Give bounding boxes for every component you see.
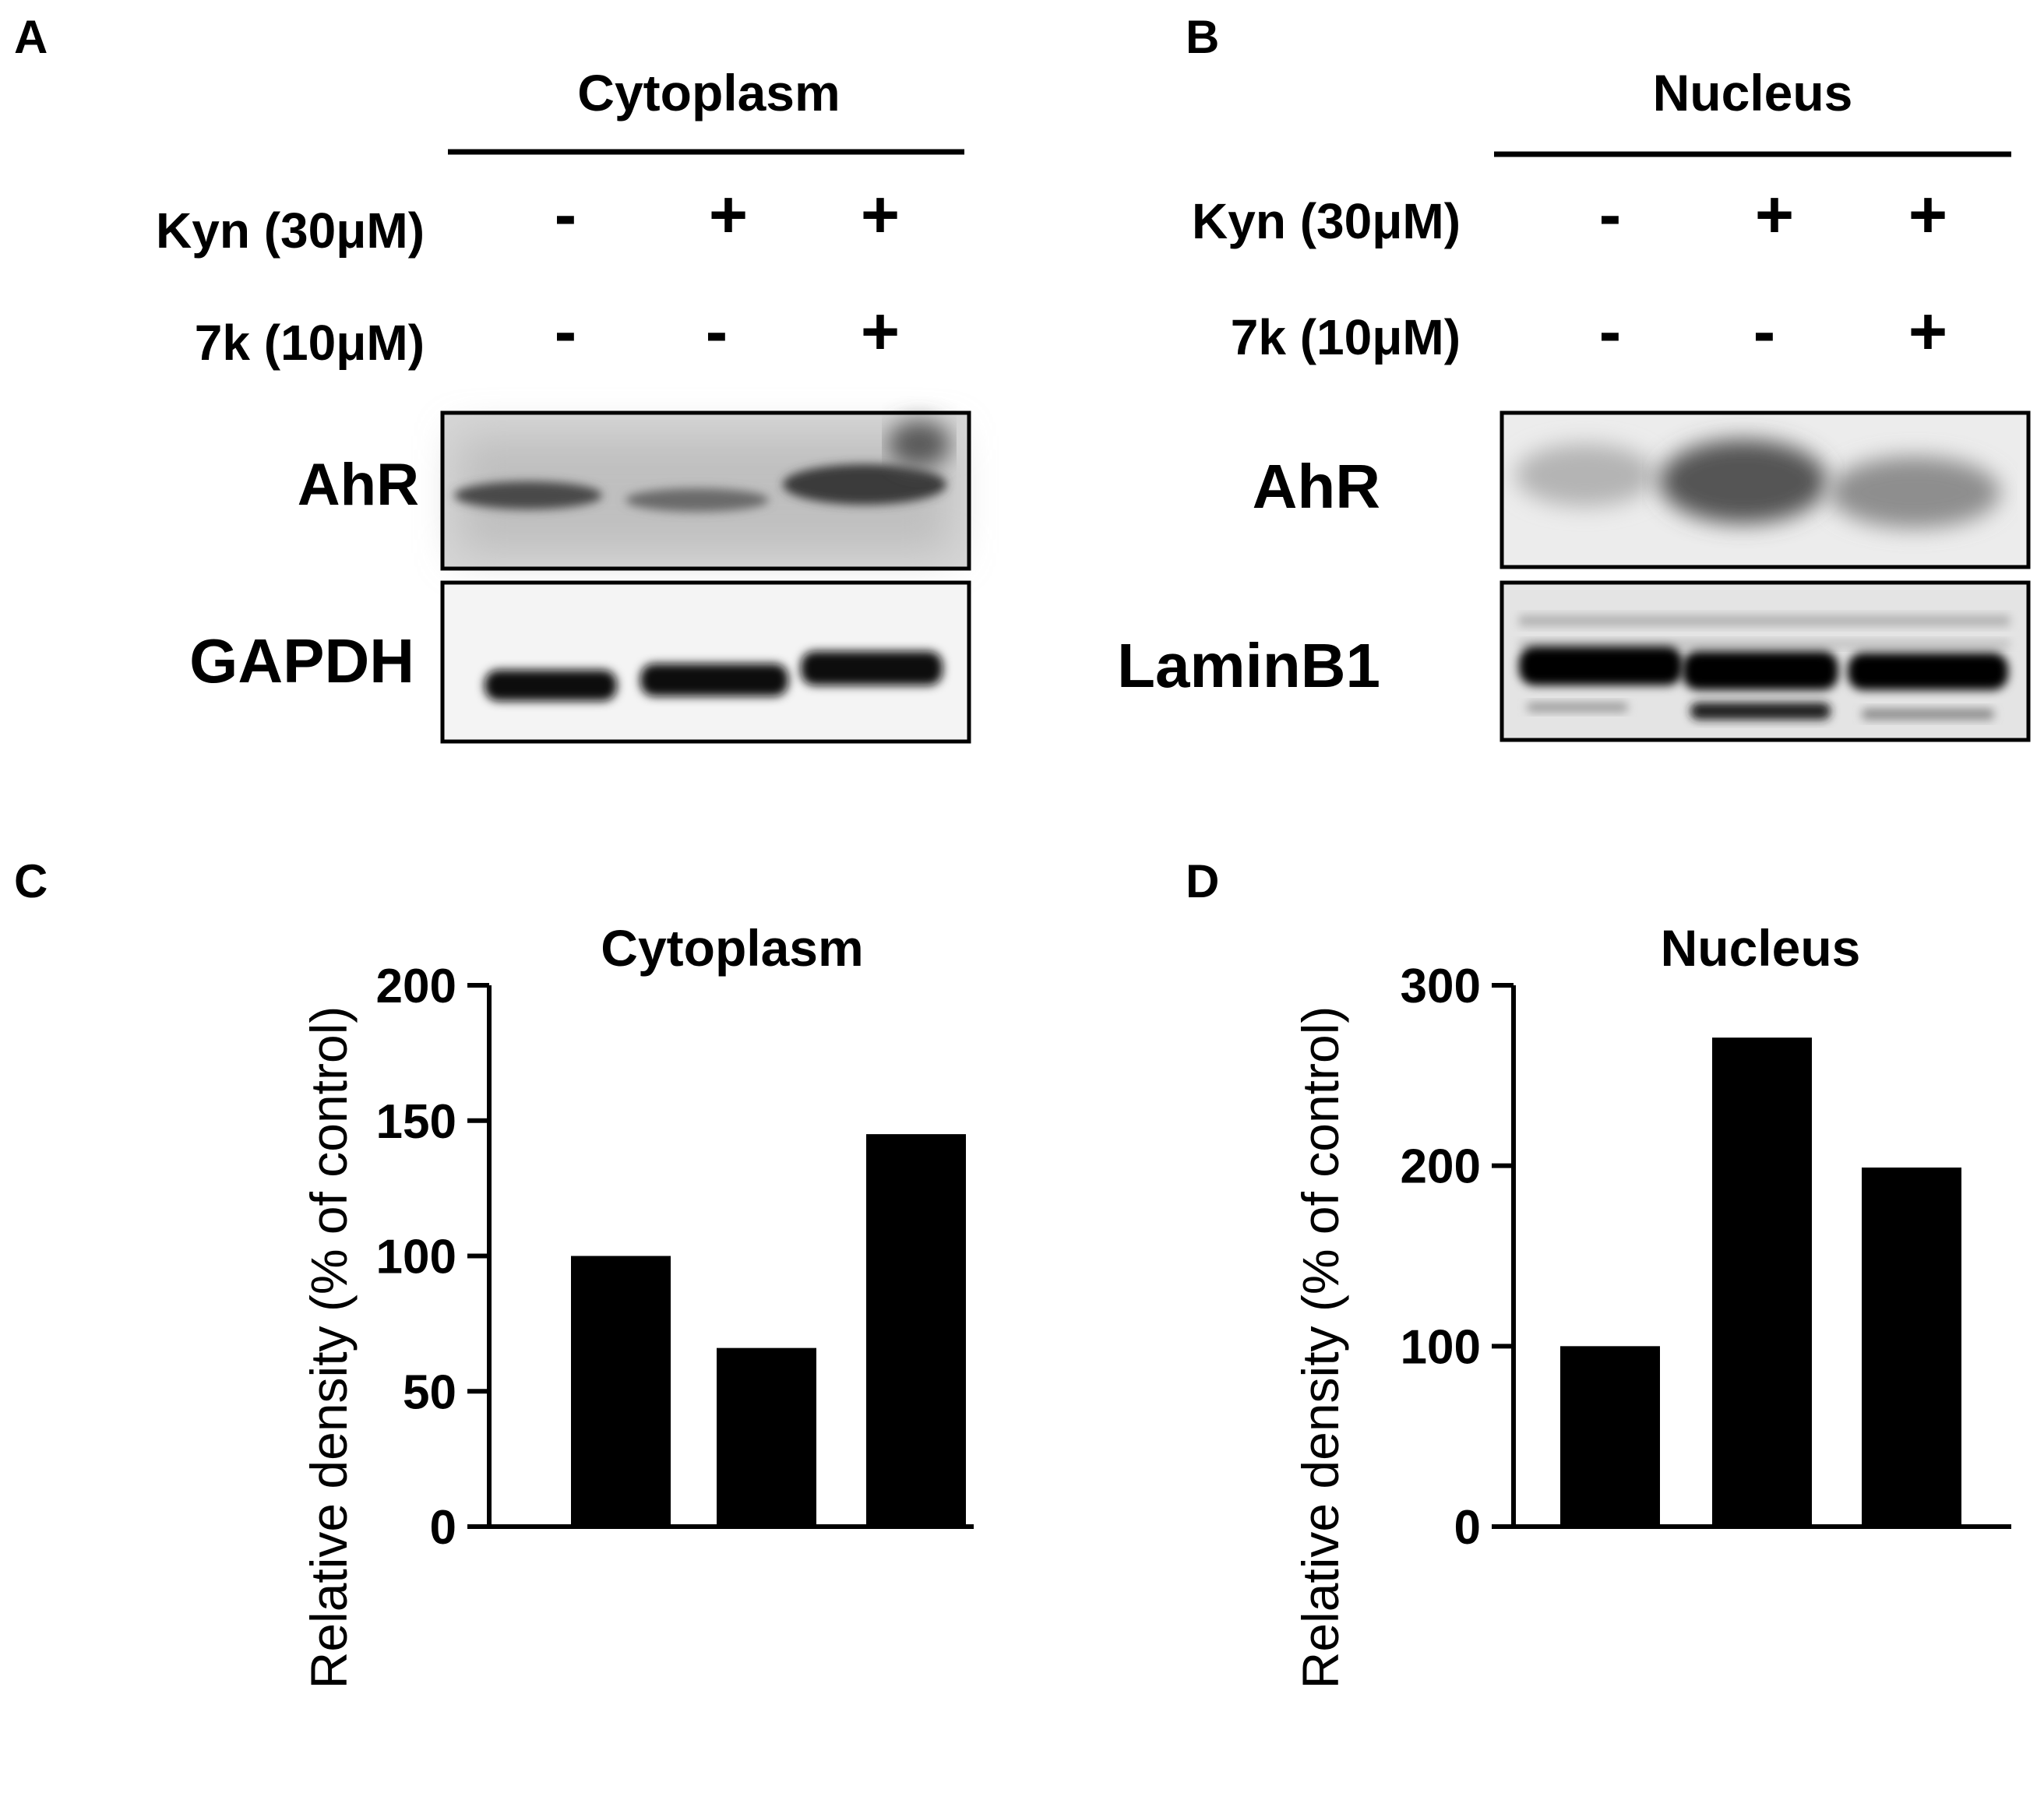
blot-frame — [440, 580, 971, 744]
blot-frame — [440, 410, 971, 571]
bar-2 — [1712, 1037, 1812, 1527]
panel-b-row1-label: Kyn (30μM) — [1192, 193, 1461, 249]
blot-band — [1659, 439, 1827, 523]
panel-b-letter: B — [1186, 11, 1219, 63]
panel-a-row1-sign-1: - — [555, 178, 577, 252]
panel-b-row2-label: 7k (10μM) — [1231, 309, 1461, 365]
blot-lower-band — [1862, 709, 1994, 720]
chart-c-ylabel: Relative density (% of control) — [300, 1006, 358, 1689]
blot-band — [783, 464, 946, 505]
y-tick-label: 100 — [376, 1231, 456, 1284]
panel-a-blot1 — [440, 410, 971, 571]
bar-1 — [1560, 1346, 1660, 1527]
y-tick-label: 200 — [376, 960, 456, 1013]
panel-b-blot2 — [1500, 580, 2031, 742]
panel-a-title: Cytoplasm — [577, 64, 840, 122]
y-tick-label: 50 — [403, 1365, 456, 1419]
blot-frame — [1500, 580, 2031, 742]
panel-a-blot2-label: GAPDH — [189, 626, 414, 696]
blot-band — [1683, 651, 1838, 690]
chart-c-title: Cytoplasm — [601, 919, 863, 977]
blot-band — [485, 670, 617, 701]
panel-a-row2-label: 7k (10μM) — [195, 315, 425, 371]
blot-faint-bands — [1519, 615, 2010, 626]
panel-a: A Cytoplasm Kyn (30μM) - + + 7k (10μM) -… — [14, 11, 971, 744]
panel-c: C Cytoplasm Relative density (% of contr… — [14, 855, 974, 1689]
y-tick-label: 300 — [1401, 960, 1481, 1013]
y-tick-label: 0 — [1454, 1501, 1481, 1555]
y-tick-label: 0 — [430, 1501, 456, 1555]
panel-a-row2-sign-2: - — [706, 294, 728, 369]
panel-a-row2-sign-3: + — [861, 294, 900, 369]
chart-d: 0 100 200 300 — [1401, 960, 2011, 1555]
panel-b-blot2-label: LaminB1 — [1117, 631, 1380, 700]
blot-lower-band — [1690, 703, 1831, 720]
blot-band — [640, 664, 788, 696]
panel-b-row1-sign-1: - — [1599, 178, 1622, 252]
panel-c-letter: C — [14, 855, 48, 907]
bar-3 — [866, 1134, 966, 1527]
blot-band — [801, 651, 943, 685]
panel-b-row1-sign-2: + — [1755, 178, 1794, 252]
panel-a-row2-sign-1: - — [555, 294, 577, 369]
panel-b-row1-sign-3: + — [1908, 178, 1947, 252]
panel-d: D Nucleus Relative density (% of control… — [1186, 855, 2011, 1689]
chart-d-ylabel: Relative density (% of control) — [1292, 1006, 1349, 1689]
panel-a-letter: A — [14, 11, 48, 63]
panel-b: B Nucleus Kyn (30μM) - + + 7k (10μM) - -… — [1117, 11, 2031, 742]
blot-band — [1829, 456, 2000, 528]
panel-b-blot1-label: AhR — [1253, 452, 1380, 521]
bar-2 — [717, 1347, 816, 1527]
blot-frame — [1500, 410, 2031, 569]
panel-a-row1-sign-3: + — [861, 178, 900, 252]
panel-b-row2-sign-3: + — [1908, 294, 1947, 369]
panel-d-letter: D — [1186, 855, 1219, 907]
y-tick-label: 150 — [376, 1095, 456, 1149]
bar-1 — [571, 1256, 671, 1527]
panel-a-row1-sign-2: + — [709, 178, 748, 252]
y-tick-label: 100 — [1401, 1320, 1481, 1374]
blot-smear — [888, 421, 950, 467]
blot-band — [454, 481, 602, 509]
y-tick-label: 200 — [1401, 1140, 1481, 1194]
blot-band — [1515, 444, 1655, 506]
bar-3 — [1862, 1167, 1961, 1527]
panel-b-blot1 — [1500, 410, 2031, 569]
panel-a-blot2 — [440, 580, 971, 744]
chart-c: 0 50 100 150 200 — [376, 960, 974, 1555]
panel-a-row1-label: Kyn (30μM) — [156, 203, 425, 259]
chart-d-title: Nucleus — [1661, 919, 1861, 977]
blot-band — [1848, 653, 2008, 690]
blot-lower-band — [1527, 703, 1628, 712]
panel-a-blot1-label: AhR — [298, 452, 419, 518]
blot-band — [626, 488, 769, 512]
panel-b-row2-sign-2: - — [1753, 294, 1776, 369]
panel-b-row2-sign-1: - — [1599, 294, 1622, 369]
panel-b-title: Nucleus — [1653, 64, 1853, 122]
blot-band — [1519, 646, 1683, 685]
blot-faint-bands — [1519, 640, 2010, 648]
